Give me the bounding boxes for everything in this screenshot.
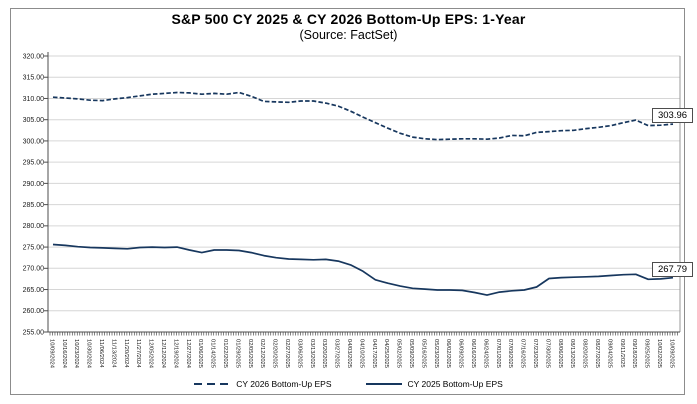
svg-text:07/16/2025: 07/16/2025 <box>520 339 526 368</box>
svg-text:260.00: 260.00 <box>23 308 45 315</box>
svg-text:01/06/2025: 01/06/2025 <box>197 339 203 368</box>
svg-text:07/30/2025: 07/30/2025 <box>544 339 550 368</box>
svg-text:06/16/2025: 06/16/2025 <box>470 339 476 368</box>
svg-text:05/23/2025: 05/23/2025 <box>433 339 439 368</box>
svg-text:08/06/2025: 08/06/2025 <box>557 339 563 368</box>
svg-text:08/20/2025: 08/20/2025 <box>582 339 588 368</box>
svg-text:11/27/2024: 11/27/2024 <box>135 339 141 368</box>
svg-text:300.00: 300.00 <box>23 138 45 145</box>
svg-text:310.00: 310.00 <box>23 96 45 103</box>
svg-text:295.00: 295.00 <box>23 160 45 167</box>
axes <box>44 52 681 336</box>
svg-text:07/23/2025: 07/23/2025 <box>532 339 538 368</box>
svg-text:12/12/2024: 12/12/2024 <box>160 339 166 369</box>
svg-text:03/20/2025: 03/20/2025 <box>321 339 327 368</box>
svg-text:280.00: 280.00 <box>23 223 45 230</box>
svg-text:285.00: 285.00 <box>23 202 45 209</box>
svg-text:11/06/2024: 11/06/2024 <box>98 339 104 368</box>
svg-text:06/24/2025: 06/24/2025 <box>482 339 488 368</box>
svg-text:10/23/2024: 10/23/2024 <box>73 339 79 369</box>
svg-text:02/27/2025: 02/27/2025 <box>284 339 290 368</box>
end-value-label-cy2026: 303.96 <box>652 108 693 124</box>
series-line-cy2025 <box>52 243 674 296</box>
chart-subtitle: (Source: FactSet) <box>299 28 398 42</box>
svg-text:05/09/2025: 05/09/2025 <box>408 339 414 368</box>
legend-label-cy2026: CY 2026 Bottom-Up EPS <box>236 379 332 389</box>
figure-border <box>10 8 685 395</box>
svg-text:05/02/2025: 05/02/2025 <box>396 339 402 368</box>
svg-text:255.00: 255.00 <box>23 329 45 336</box>
svg-text:03/13/2025: 03/13/2025 <box>309 339 315 368</box>
svg-text:315.00: 315.00 <box>23 75 45 82</box>
svg-text:10/30/2024: 10/30/2024 <box>86 339 92 369</box>
legend-item-cy2026: CY 2026 Bottom-Up EPS <box>194 379 332 389</box>
svg-text:06/09/2025: 06/09/2025 <box>458 339 464 368</box>
svg-text:04/10/2025: 04/10/2025 <box>358 339 364 368</box>
svg-text:08/27/2025: 08/27/2025 <box>594 339 600 368</box>
series-line-cy2026 <box>52 91 674 141</box>
svg-text:12/19/2024: 12/19/2024 <box>172 339 178 369</box>
svg-text:08/13/2025: 08/13/2025 <box>569 339 575 368</box>
svg-text:01/29/2025: 01/29/2025 <box>234 339 240 368</box>
svg-text:12/05/2024: 12/05/2024 <box>148 339 154 369</box>
x-axis-labels: 10/09/2024 10/16/2024 10/23/2024 10/30/2024… <box>48 339 674 369</box>
svg-text:305.00: 305.00 <box>23 117 45 124</box>
svg-text:290.00: 290.00 <box>23 181 45 188</box>
gridlines <box>48 55 680 312</box>
svg-text:04/03/2025: 04/03/2025 <box>346 339 352 368</box>
y-axis-labels: 320.00 315.00 310.00 305.00 300.00 295.00 290.… <box>23 53 45 336</box>
chart-title: S&P 500 CY 2025 & CY 2026 Bottom-Up EPS:… <box>171 11 526 27</box>
svg-text:12/27/2024: 12/27/2024 <box>185 339 191 369</box>
svg-text:10/09/2025: 10/09/2025 <box>668 339 674 368</box>
legend-label-cy2025: CY 2025 Bottom-Up EPS <box>407 379 503 389</box>
svg-text:01/14/2025: 01/14/2025 <box>210 339 216 368</box>
svg-text:10/09/2024: 10/09/2024 <box>48 339 54 369</box>
svg-text:07/01/2025: 07/01/2025 <box>495 339 501 368</box>
svg-text:02/05/2025: 02/05/2025 <box>247 339 253 368</box>
svg-text:03/27/2025: 03/27/2025 <box>334 339 340 368</box>
dashed-line-sample-icon <box>194 383 231 385</box>
svg-text:02/20/2025: 02/20/2025 <box>272 339 278 368</box>
svg-text:275.00: 275.00 <box>23 244 45 251</box>
svg-text:04/17/2025: 04/17/2025 <box>371 339 377 368</box>
svg-text:07/09/2025: 07/09/2025 <box>507 339 513 368</box>
svg-text:320.00: 320.00 <box>23 53 45 60</box>
svg-text:03/06/2025: 03/06/2025 <box>296 339 302 368</box>
svg-text:02/12/2025: 02/12/2025 <box>259 339 265 368</box>
solid-line-sample-icon <box>365 383 402 385</box>
svg-text:11/13/2024: 11/13/2024 <box>110 339 116 368</box>
svg-text:01/22/2025: 01/22/2025 <box>222 339 228 368</box>
svg-text:265.00: 265.00 <box>23 287 45 294</box>
svg-text:270.00: 270.00 <box>23 266 45 273</box>
svg-text:09/25/2025: 09/25/2025 <box>644 339 650 368</box>
svg-text:11/20/2024: 11/20/2024 <box>123 339 129 368</box>
svg-text:05/16/2025: 05/16/2025 <box>420 339 426 368</box>
svg-text:06/02/2025: 06/02/2025 <box>445 339 451 368</box>
svg-text:09/04/2025: 09/04/2025 <box>606 339 612 368</box>
end-value-label-cy2025: 267.79 <box>652 261 693 277</box>
series-lines <box>52 91 674 296</box>
svg-text:04/25/2025: 04/25/2025 <box>383 339 389 368</box>
svg-text:10/02/2025: 10/02/2025 <box>656 339 662 368</box>
svg-text:09/18/2025: 09/18/2025 <box>631 339 637 368</box>
svg-text:10/16/2024: 10/16/2024 <box>61 339 67 369</box>
legend: CY 2026 Bottom-Up EPS CY 2025 Bottom-Up … <box>0 376 697 392</box>
legend-item-cy2025: CY 2025 Bottom-Up EPS <box>365 379 503 389</box>
svg-text:09/11/2025: 09/11/2025 <box>619 339 625 368</box>
